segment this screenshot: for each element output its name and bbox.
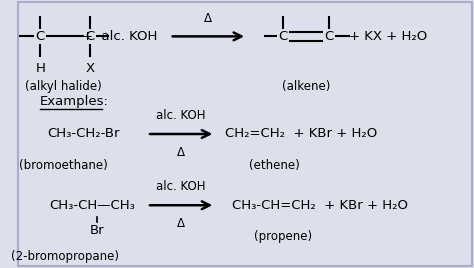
Text: C: C: [36, 30, 45, 43]
Text: (ethene): (ethene): [249, 159, 300, 172]
Text: (2-bromopropane): (2-bromopropane): [11, 250, 119, 263]
Text: (bromoethane): (bromoethane): [18, 159, 107, 172]
Text: (propene): (propene): [254, 230, 312, 243]
Text: C: C: [324, 30, 333, 43]
Text: H: H: [35, 62, 45, 75]
Text: C: C: [86, 30, 95, 43]
Text: Δ: Δ: [177, 146, 185, 159]
Text: + KX + H₂O: + KX + H₂O: [349, 30, 427, 43]
Text: CH₃-CH₂-Br: CH₃-CH₂-Br: [47, 128, 119, 140]
Text: alc. KOH: alc. KOH: [156, 109, 206, 122]
Text: C: C: [279, 30, 288, 43]
Text: (alkyl halide): (alkyl halide): [25, 80, 101, 93]
Text: CH₃-CH—CH₃: CH₃-CH—CH₃: [50, 199, 136, 212]
Text: alc. KOH: alc. KOH: [156, 180, 206, 193]
Text: Br: Br: [90, 224, 104, 237]
Text: CH₂=CH₂  + KBr + H₂O: CH₂=CH₂ + KBr + H₂O: [226, 128, 378, 140]
Text: Δ: Δ: [204, 12, 212, 24]
Text: X: X: [86, 62, 95, 75]
Text: +  alc. KOH: + alc. KOH: [82, 30, 157, 43]
Text: (alkene): (alkene): [282, 80, 330, 93]
Text: Examples:: Examples:: [40, 95, 109, 107]
Text: Δ: Δ: [177, 217, 185, 230]
Text: CH₃-CH=CH₂  + KBr + H₂O: CH₃-CH=CH₂ + KBr + H₂O: [232, 199, 408, 212]
